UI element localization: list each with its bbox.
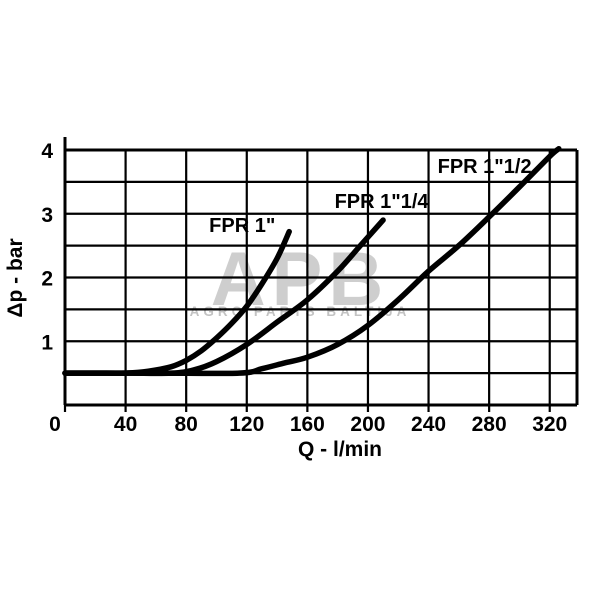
series-label-fpr-1: FPR 1" (209, 215, 275, 237)
x-tick-label-240: 240 (411, 413, 446, 436)
x-axis-title: Q - l/min (298, 438, 382, 461)
x-tick-label-80: 80 (175, 413, 198, 436)
y-tick-label-4: 4 (41, 140, 53, 163)
curve-fpr-1-1-4 (62, 217, 386, 377)
series-labels: FPR 1" FPR 1"1/4 FPR 1"1/2 (209, 156, 531, 237)
y-axis-title: Δp - bar (4, 238, 27, 317)
curve-fpr-1-1-2 (62, 145, 562, 377)
y-tick-label-2: 2 (41, 268, 53, 291)
tick-labels: 0 40 80 120 160 200 240 280 320 1 2 3 4 (41, 140, 567, 436)
y-tick-label-3: 3 (41, 204, 53, 227)
y-tick-label-1: 1 (41, 331, 53, 354)
x-tick-label-0: 0 (49, 413, 61, 436)
x-tick-label-200: 200 (350, 413, 385, 436)
data-curves (62, 145, 562, 377)
x-tick-label-40: 40 (114, 413, 137, 436)
x-tick-label-160: 160 (290, 413, 325, 436)
series-label-fpr-1-1-4: FPR 1"1/4 (335, 191, 430, 213)
x-tick-label-280: 280 (472, 413, 507, 436)
series-label-fpr-1-1-2: FPR 1"1/2 (438, 156, 532, 178)
plot-frame (63, 137, 579, 407)
curve-fpr-1 (62, 228, 292, 376)
x-tick-label-320: 320 (532, 413, 567, 436)
x-tick-label-120: 120 (229, 413, 264, 436)
